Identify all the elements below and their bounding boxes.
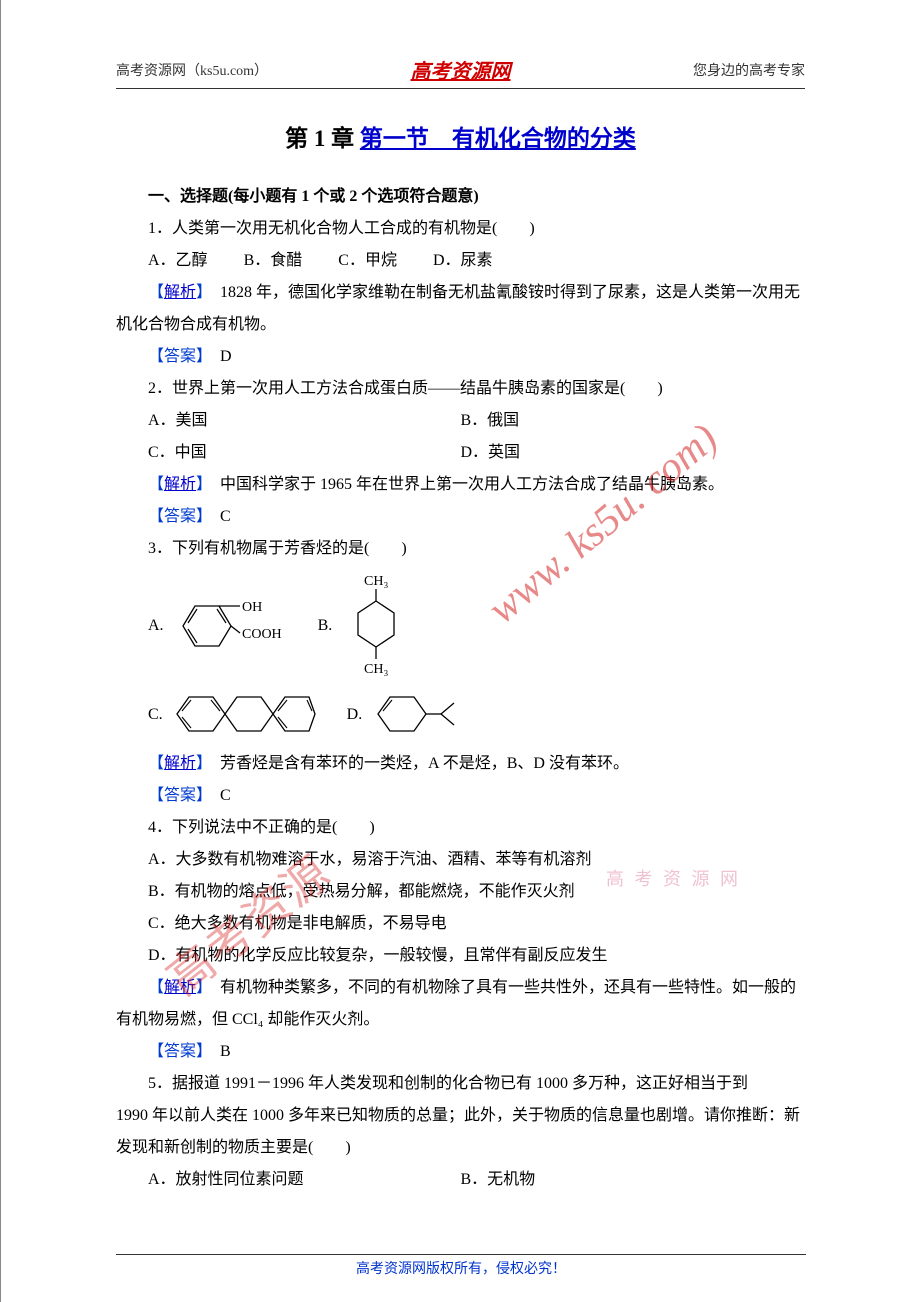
structure-d-cyclohexene-isopropyl: [366, 687, 476, 742]
q2-options-row2: C．中国 D．英国: [116, 437, 805, 469]
section-heading: 一、选择题(每小题有 1 个或 2 个选项符合题意): [116, 181, 805, 213]
header-center: 高考资源网: [346, 55, 576, 84]
q3-row1: A. OH COOH B. CH₃: [148, 571, 805, 681]
q2-answer: 【答案】 C: [116, 501, 805, 533]
q1-opt-c: C．甲烷: [338, 252, 397, 269]
q3-opt-a-label: A.: [148, 610, 164, 642]
label-cooh: COOH: [242, 627, 282, 642]
chapter-title: 第 1 章 第一节 有机化合物的分类: [116, 119, 805, 153]
q5-stem-l2: 1990 年以前人类在 1000 多年来已知物质的总量；此外，关于物质的信息量也…: [116, 1100, 805, 1164]
q3-opt-b-block: B. CH₃ CH₃: [318, 571, 417, 681]
q5-stem-l1: 5．据报道 1991－1996 年人类发现和创制的化合物已有 1000 多万种，…: [116, 1068, 805, 1100]
header-brand: 高考资源网: [411, 61, 511, 83]
q2-analysis-text: 中国科学家于 1965 年在世界上第一次用人工方法合成了结晶牛胰岛素。: [204, 476, 724, 493]
q3-answer-text: C: [204, 787, 231, 804]
q3-answer: 【答案】 C: [116, 780, 805, 812]
page-footer: 高考资源网版权所有，侵权必究！: [116, 1254, 806, 1278]
answer-label: 【答案】: [148, 1043, 204, 1060]
page-header: 高考资源网（ks5u.com） 高考资源网 您身边的高考专家: [116, 55, 805, 89]
header-left: 高考资源网（ks5u.com）: [116, 60, 346, 80]
q5-opt-b: B．无机物: [461, 1164, 806, 1196]
q3-analysis: 【解析】 芳香烃是含有苯环的一类烃，A 不是烃，B、D 没有苯环。: [116, 748, 805, 780]
q3-stem: 3．下列有机物属于芳香烃的是( ): [116, 533, 805, 565]
answer-label: 【答案】: [148, 348, 204, 365]
analysis-label: 解析: [164, 476, 196, 493]
q2-opt-c: C．中国: [116, 437, 461, 469]
q3-opt-c-label: C.: [148, 699, 163, 731]
q3-opt-a-block: A. OH COOH: [148, 591, 288, 661]
q4-opt-b: B．有机物的熔点低，受热易分解，都能燃烧，不能作灭火剂: [116, 876, 805, 908]
label-ch3-top: CH₃: [364, 574, 388, 589]
q4-analysis-text: 有机物种类繁多，不同的有机物除了具有一些共性外，还具有一些特性。如一般的有机物易…: [116, 979, 796, 1028]
structure-a-benzene-oh-cooh: OH COOH: [168, 591, 288, 661]
q3-opt-d-block: D.: [347, 687, 477, 742]
q3-opt-c-block: C.: [148, 687, 317, 742]
q1-stem: 1．人类第一次用无机化合物人工合成的有机物是( ): [116, 213, 805, 245]
chapter-link[interactable]: 第一节 有机化合物的分类: [360, 126, 636, 151]
q1-opt-b: B．食醋: [244, 252, 303, 269]
label-ch3-bot: CH₃: [364, 662, 388, 677]
q2-analysis: 【解析】 中国科学家于 1965 年在世界上第一次用人工方法合成了结晶牛胰岛素。: [116, 469, 805, 501]
answer-label: 【答案】: [148, 787, 204, 804]
q3-row2: C. D.: [148, 687, 805, 742]
q5-options-row1: A．放射性同位素问题 B．无机物: [116, 1164, 805, 1196]
q1-analysis-text: 1828 年，德国化学家维勒在制备无机盐氰酸铵时得到了尿素，这是人类第一次用无机…: [116, 284, 800, 333]
q1-analysis: 【解析】 1828 年，德国化学家维勒在制备无机盐氰酸铵时得到了尿素，这是人类第…: [116, 277, 805, 341]
q2-opt-a: A．美国: [116, 405, 461, 437]
q5-opt-a: A．放射性同位素问题: [116, 1164, 461, 1196]
answer-label: 【答案】: [148, 508, 204, 525]
q1-answer-text: D: [204, 348, 232, 365]
structure-b-cyclohexane-dimethyl: CH₃ CH₃: [336, 571, 416, 681]
q3-opt-d-label: D.: [347, 699, 363, 731]
q3-opt-b-label: B.: [318, 610, 333, 642]
q4-answer: 【答案】 B: [116, 1036, 805, 1068]
chapter-prefix: 第 1 章: [285, 126, 354, 151]
q2-stem: 2．世界上第一次用人工方法合成蛋白质——结晶牛胰岛素的国家是( ): [116, 373, 805, 405]
header-right: 您身边的高考专家: [575, 60, 805, 80]
q2-opt-b: B．俄国: [461, 405, 806, 437]
body: 一、选择题(每小题有 1 个或 2 个选项符合题意) 1．人类第一次用无机化合物…: [116, 181, 805, 1196]
q1-opt-d: D．尿素: [433, 252, 493, 269]
q2-options-row1: A．美国 B．俄国: [116, 405, 805, 437]
q4-answer-text: B: [204, 1043, 231, 1060]
q1-options: A．乙醇 B．食醋 C．甲烷 D．尿素: [116, 245, 805, 277]
label-oh: OH: [242, 600, 262, 615]
q4-analysis: 【解析】 有机物种类繁多，不同的有机物除了具有一些共性外，还具有一些特性。如一般…: [116, 972, 805, 1036]
q4-opt-c: C．绝大多数有机物是非电解质，不易导电: [116, 908, 805, 940]
analysis-label: 解析: [164, 284, 196, 301]
q1-answer: 【答案】 D: [116, 341, 805, 373]
q4-opt-a: A．大多数有机物难溶于水，易溶于汽油、酒精、苯等有机溶剂: [116, 844, 805, 876]
q2-answer-text: C: [204, 508, 231, 525]
q2-opt-d: D．英国: [461, 437, 806, 469]
structure-c-anthracene: [167, 687, 317, 742]
q4-stem: 4．下列说法中不正确的是( ): [116, 812, 805, 844]
q3-analysis-text: 芳香烃是含有苯环的一类烃，A 不是烃，B、D 没有苯环。: [204, 755, 629, 772]
analysis-label: 解析: [164, 755, 196, 772]
analysis-label: 解析: [164, 979, 196, 996]
q4-opt-d: D．有机物的化学反应比较复杂，一般较慢，且常伴有副反应发生: [116, 940, 805, 972]
q1-opt-a: A．乙醇: [148, 252, 208, 269]
page: www. ks5u. com) 高考资源 高 考 资 源 网 高考资源网（ks5…: [0, 0, 920, 1302]
